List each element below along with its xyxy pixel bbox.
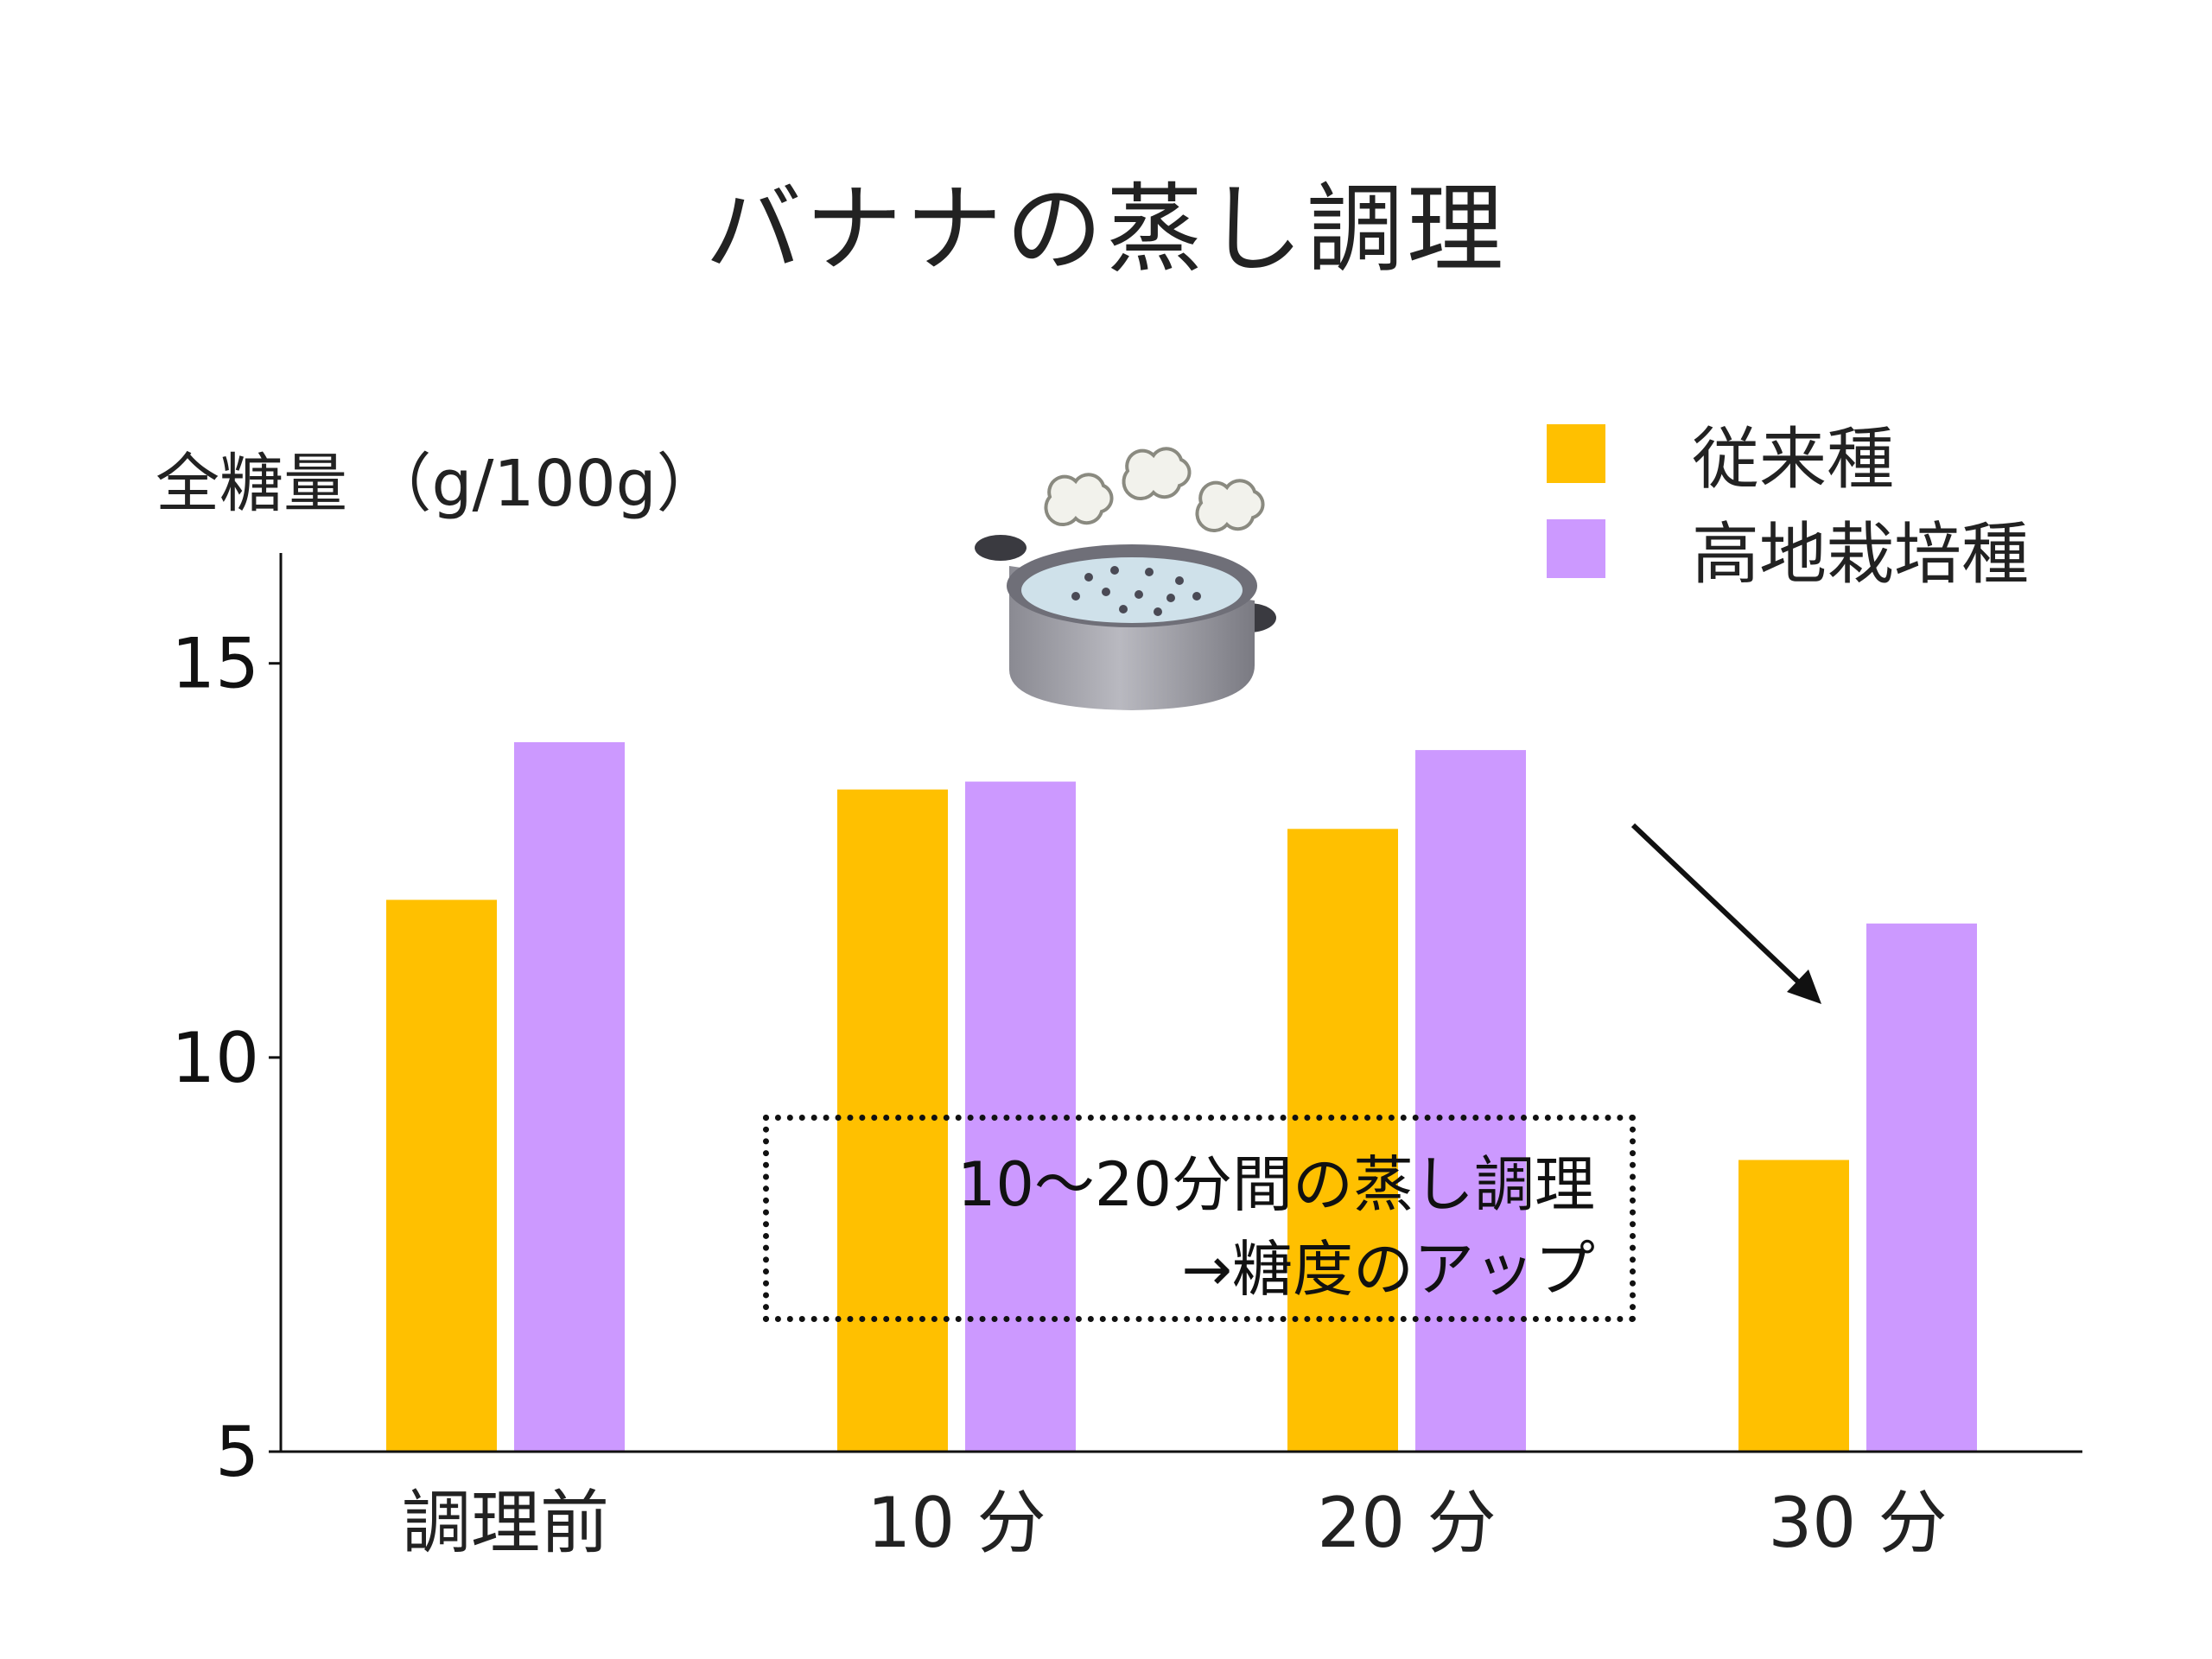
x-tick-label: 10 分 (867, 1483, 1046, 1563)
legend-swatch-conventional (1547, 424, 1605, 483)
y-tick-label: 5 (215, 1412, 259, 1492)
bar-highland-0 (514, 741, 625, 1452)
legend: 従来種 高地栽培種 (1547, 406, 2029, 596)
page-title: バナナの蒸し調理 (705, 174, 1507, 286)
annotation-box: 10〜20分間の蒸し調理 →糖度のアップ (763, 1115, 1636, 1322)
legend-item-highland: 高地栽培種 (1547, 501, 2029, 596)
bar-highland-3 (1866, 923, 1977, 1452)
x-tick-label: 20 分 (1317, 1483, 1496, 1563)
legend-item-conventional: 従来種 (1547, 406, 2029, 501)
annotation-line-1: 10〜20分間の蒸し調理 (957, 1149, 1595, 1220)
y-tick-label: 15 (171, 624, 259, 704)
y-tick-label: 10 (171, 1018, 259, 1098)
legend-label-conventional: 従来種 (1692, 421, 1895, 499)
annotation-line-2: →糖度のアップ (1181, 1234, 1595, 1305)
bar-conventional-0 (386, 899, 497, 1452)
legend-swatch-highland (1547, 519, 1605, 578)
bar-conventional-2 (1287, 829, 1398, 1452)
x-tick-label: 調理前 (402, 1483, 609, 1563)
bar-conventional-3 (1738, 1160, 1849, 1452)
steamer-pot-icon (975, 447, 1276, 710)
bar-highland-2 (1415, 750, 1526, 1452)
x-tick-label: 30 分 (1768, 1483, 1947, 1563)
y-axis-label: 全糖量 （g/100g） (156, 447, 721, 521)
legend-label-highland: 高地栽培種 (1692, 516, 2030, 594)
trend-arrow (1630, 823, 1821, 1004)
